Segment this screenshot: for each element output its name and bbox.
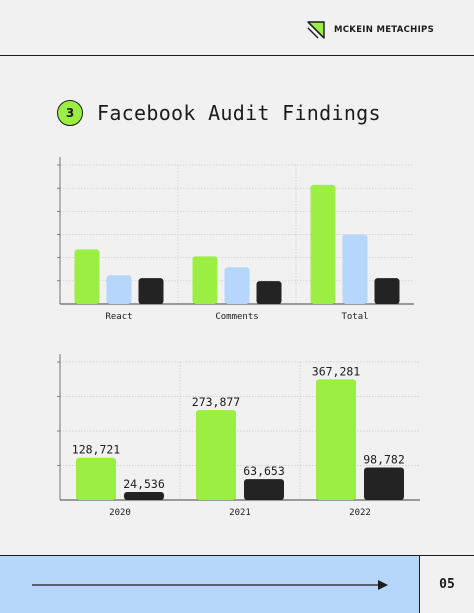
bar (224, 267, 250, 304)
footer: 05 (0, 555, 474, 613)
mckein-logo-icon (307, 21, 325, 39)
header-divider (0, 55, 474, 56)
bar (74, 249, 100, 304)
section-number-badge: 3 (57, 100, 83, 126)
page-number: 05 (419, 555, 474, 613)
arrow-right-icon (32, 580, 388, 590)
title-row: 3 Facebook Audit Findings (57, 100, 381, 126)
data-label: 63,653 (243, 464, 285, 478)
x-tick-label: 2020 (109, 508, 131, 518)
bar (196, 410, 236, 500)
engagement-bar-chart: React Comments Total (57, 157, 414, 322)
data-label: 273,877 (192, 395, 241, 409)
bar (244, 479, 284, 500)
x-tick-label: Comments (215, 312, 258, 322)
page-title: Facebook Audit Findings (97, 101, 381, 125)
bar (364, 467, 404, 500)
x-tick-label: Total (341, 312, 368, 322)
brand: MCKEIN METACHIPS (306, 18, 434, 42)
brand-name: MCKEIN METACHIPS (334, 25, 434, 35)
data-label: 128,721 (72, 443, 121, 457)
yearly-bar-chart: 128,721 24,536 2020 273,877 63,653 2021 367,28… (57, 354, 420, 518)
data-label: 367,281 (312, 364, 361, 378)
bar (374, 278, 400, 304)
bar (124, 491, 164, 500)
bar (310, 184, 336, 304)
x-tick-label: 2021 (229, 508, 251, 518)
bar (106, 275, 132, 304)
x-tick-label: React (105, 312, 132, 322)
x-tick-label: 2022 (349, 508, 371, 518)
data-label: 24,536 (123, 477, 165, 491)
bar (76, 457, 116, 500)
bar (316, 379, 356, 500)
footer-banner (0, 555, 419, 613)
data-label: 98,782 (363, 453, 405, 467)
bar (342, 234, 368, 304)
bar (138, 278, 164, 304)
bar (192, 256, 218, 304)
bar (256, 281, 282, 304)
